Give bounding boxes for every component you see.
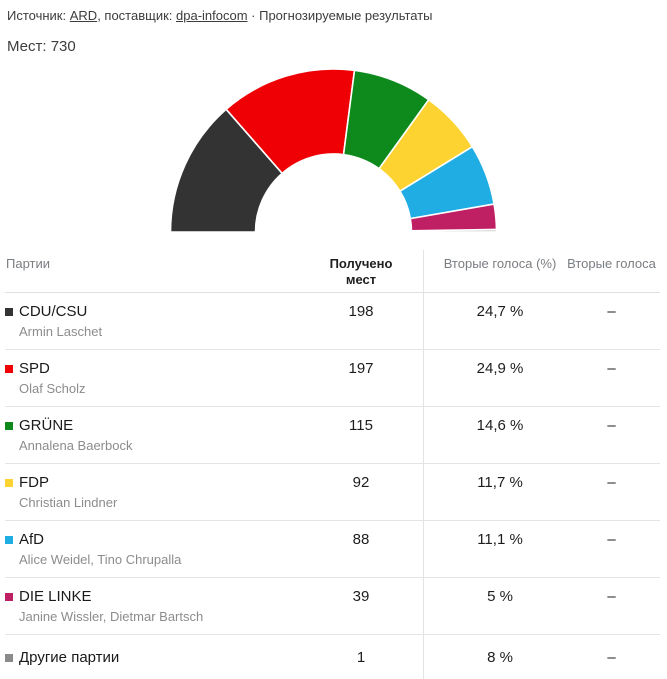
party-cell: SPD Olaf Scholz bbox=[5, 359, 313, 397]
half-donut-seat-chart bbox=[169, 68, 498, 233]
party-name: AfD bbox=[19, 531, 45, 548]
party-cell: FDP Christian Lindner bbox=[5, 473, 313, 511]
party-leaders: Annalena Baerbock bbox=[19, 438, 133, 453]
second-votes-value: – bbox=[607, 474, 616, 491]
second-votes-pct-value: 24,7 % bbox=[476, 303, 524, 320]
result-type-label: · Прогнозируемые результаты bbox=[247, 8, 433, 23]
party-name: Другие партии bbox=[19, 649, 120, 666]
table-row: FDP Christian Lindner 92 11,7 % – bbox=[5, 464, 660, 521]
chart-segment-другие-партии[interactable] bbox=[410, 228, 498, 233]
party-leaders: Janine Wissler, Dietmar Bartsch bbox=[19, 609, 204, 624]
seats-value: 1 bbox=[356, 649, 366, 666]
party-color-swatch bbox=[5, 478, 13, 487]
table-row: CDU/CSU Armin Laschet 198 24,7 % – bbox=[5, 293, 660, 350]
seats-value: 197 bbox=[348, 360, 374, 377]
table-body: CDU/CSU Armin Laschet 198 24,7 % – SPD O… bbox=[5, 293, 660, 679]
party-color-swatch bbox=[5, 535, 13, 544]
results-table: Партии Получено мест Вторые голоса (%) В… bbox=[5, 250, 660, 679]
column-header-second-votes-pct[interactable]: Вторые голоса (%) bbox=[443, 256, 557, 271]
second-votes-pct-value: 8 % bbox=[487, 649, 513, 666]
second-votes-pct-value: 11,1 % bbox=[477, 531, 523, 548]
column-header-second-votes[interactable]: Вторые голоса bbox=[567, 256, 656, 271]
second-votes-value: – bbox=[607, 531, 616, 548]
seats-total: Мест: 730 bbox=[7, 38, 76, 55]
table-row: SPD Olaf Scholz 197 24,9 % – bbox=[5, 350, 660, 407]
second-votes-value: – bbox=[607, 417, 616, 434]
table-row: DIE LINKE Janine Wissler, Dietmar Bartsc… bbox=[5, 578, 660, 635]
second-votes-pct-value: 24,9 % bbox=[476, 360, 524, 377]
party-name: CDU/CSU bbox=[19, 303, 88, 320]
party-leaders: Alice Weidel, Tino Chrupalla bbox=[19, 552, 182, 567]
second-votes-value: – bbox=[607, 588, 616, 605]
party-name: GRÜNE bbox=[19, 417, 74, 434]
column-divider bbox=[423, 250, 424, 679]
party-name: FDP bbox=[19, 474, 49, 491]
party-name: SPD bbox=[19, 360, 50, 377]
party-name: DIE LINKE bbox=[19, 588, 92, 605]
provider-label: , поставщик: bbox=[97, 8, 176, 23]
party-color-swatch bbox=[5, 421, 13, 430]
party-color-swatch bbox=[5, 653, 13, 662]
party-cell: CDU/CSU Armin Laschet bbox=[5, 302, 313, 340]
second-votes-pct-value: 14,6 % bbox=[476, 417, 524, 434]
second-votes-pct-value: 5 % bbox=[487, 588, 513, 605]
table-header-row: Партии Получено мест Вторые голоса (%) В… bbox=[5, 250, 660, 293]
party-cell: AfD Alice Weidel, Tino Chrupalla bbox=[5, 530, 313, 568]
column-header-seats[interactable]: Получено мест bbox=[329, 256, 393, 287]
seats-value: 198 bbox=[348, 303, 374, 320]
column-header-parties[interactable]: Партии bbox=[6, 256, 50, 271]
second-votes-pct-value: 11,7 % bbox=[477, 474, 523, 491]
source-link-ard[interactable]: ARD bbox=[69, 8, 98, 23]
table-row: AfD Alice Weidel, Tino Chrupalla 88 11,1… bbox=[5, 521, 660, 578]
table-row: GRÜNE Annalena Baerbock 115 14,6 % – bbox=[5, 407, 660, 464]
party-color-swatch bbox=[5, 364, 13, 373]
provider-link-dpa[interactable]: dpa-infocom bbox=[176, 8, 248, 23]
party-cell: DIE LINKE Janine Wissler, Dietmar Bartsc… bbox=[5, 587, 313, 625]
table-row: Другие партии 1 8 % – bbox=[5, 635, 660, 679]
party-cell: Другие партии bbox=[5, 648, 313, 667]
second-votes-value: – bbox=[607, 649, 616, 666]
source-label: Источник: bbox=[7, 8, 70, 23]
second-votes-value: – bbox=[607, 360, 616, 377]
seats-value: 92 bbox=[352, 474, 370, 491]
party-color-swatch bbox=[5, 592, 13, 601]
party-leaders: Armin Laschet bbox=[19, 324, 103, 339]
second-votes-value: – bbox=[607, 303, 616, 320]
party-leaders: Olaf Scholz bbox=[19, 381, 86, 396]
source-line: Источник: ARD, поставщик: dpa-infocom · … bbox=[0, 0, 667, 24]
party-color-swatch bbox=[5, 307, 13, 316]
party-cell: GRÜNE Annalena Baerbock bbox=[5, 416, 313, 454]
party-leaders: Christian Lindner bbox=[19, 495, 118, 510]
seats-value: 88 bbox=[352, 531, 370, 548]
seats-value: 39 bbox=[352, 588, 370, 605]
seats-value: 115 bbox=[349, 417, 373, 434]
